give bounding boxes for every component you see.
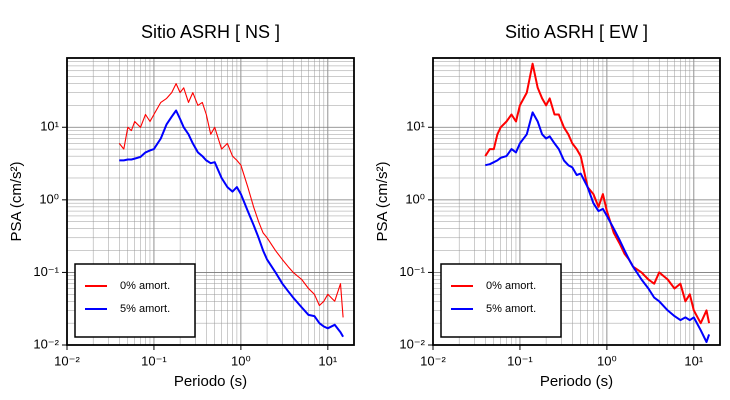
x-axis-label: Periodo (s) <box>174 373 247 390</box>
y-tick-label: 10⁰ <box>405 191 425 206</box>
series-line <box>118 83 344 318</box>
y-tick-label: 10⁻² <box>399 336 425 351</box>
y-tick-label: 10⁻¹ <box>399 264 425 279</box>
chart-title: Sitio ASRH [ EW ] <box>505 22 648 42</box>
legend-box <box>74 263 196 338</box>
y-tick-label: 10⁻² <box>33 336 59 351</box>
plot-frame <box>432 57 721 346</box>
x-axis-label: Periodo (s) <box>540 373 613 390</box>
x-tick-label: 10¹ <box>318 353 337 368</box>
legend: 0% amort. 5% amort. <box>440 263 562 338</box>
legend-label: 0% amort. <box>486 280 536 292</box>
x-tick-label: 10⁻¹ <box>507 353 533 368</box>
y-tick-label: 10¹ <box>40 119 59 134</box>
legend-box <box>440 263 562 338</box>
legend-label: 5% amort. <box>486 303 536 315</box>
y-tick-label: 10⁰ <box>39 191 59 206</box>
x-tick-label: 10⁻² <box>54 353 80 368</box>
x-tick-label: 10⁻¹ <box>141 353 167 368</box>
legend-label: 0% amort. <box>120 280 170 292</box>
y-axis-label: PSA (cm/s²) <box>8 161 25 241</box>
x-tick-label: 10⁰ <box>231 353 251 368</box>
series-line <box>485 111 711 343</box>
plot-frame <box>66 57 355 346</box>
legend-label: 5% amort. <box>120 303 170 315</box>
chart-title: Sitio ASRH [ NS ] <box>141 22 280 42</box>
x-tick-label: 10¹ <box>684 353 703 368</box>
series-line <box>119 109 344 338</box>
legend: 0% amort. 5% amort. <box>74 263 196 338</box>
y-axis-label: PSA (cm/s²) <box>374 161 391 241</box>
y-tick-label: 10⁻¹ <box>33 264 59 279</box>
x-tick-label: 10⁻² <box>420 353 446 368</box>
y-tick-label: 10¹ <box>406 119 425 134</box>
x-tick-label: 10⁰ <box>597 353 617 368</box>
